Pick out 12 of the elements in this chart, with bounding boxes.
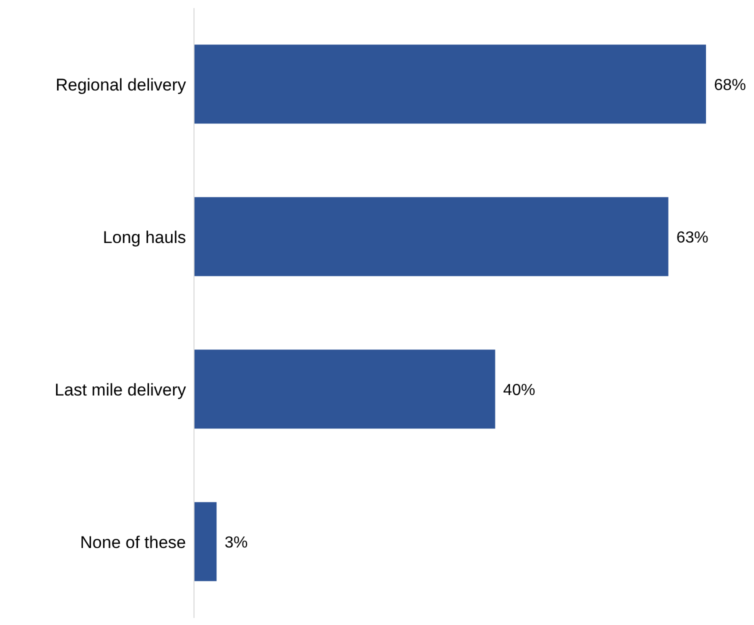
- data-label: 63%: [676, 229, 708, 246]
- data-label: 68%: [714, 76, 746, 94]
- y-tick-label: None of these: [80, 532, 186, 552]
- bar: [194, 197, 668, 276]
- y-tick-label: Regional delivery: [56, 75, 186, 94]
- y-tick-label: Last mile delivery: [54, 380, 186, 400]
- bar: [194, 502, 217, 582]
- bar: [194, 350, 496, 429]
- bar: [194, 44, 706, 124]
- data-label: 3%: [224, 534, 248, 552]
- data-label: 40%: [503, 382, 536, 399]
- y-tick-label: Long hauls: [102, 228, 186, 247]
